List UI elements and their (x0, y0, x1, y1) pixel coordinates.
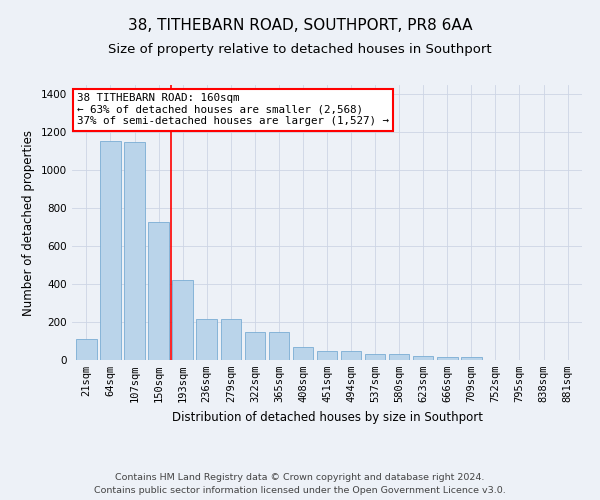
Bar (269, 332, 289, 360)
Text: Size of property relative to detached houses in Southport: Size of property relative to detached ho… (108, 42, 492, 56)
Bar (172, 280, 193, 360)
X-axis label: Distribution of detached houses by size in Southport: Distribution of detached houses by size … (172, 410, 482, 424)
Text: 38, TITHEBARN ROAD, SOUTHPORT, PR8 6AA: 38, TITHEBARN ROAD, SOUTHPORT, PR8 6AA (128, 18, 472, 32)
Bar (221, 319, 241, 360)
Bar (317, 351, 337, 360)
Bar (124, 142, 145, 360)
Bar (100, 141, 121, 360)
Bar (365, 354, 385, 360)
Bar (413, 356, 433, 360)
Bar (148, 222, 169, 360)
Text: 38 TITHEBARN ROAD: 160sqm
← 63% of detached houses are smaller (2,568)
37% of se: 38 TITHEBARN ROAD: 160sqm ← 63% of detac… (77, 93, 389, 126)
Bar (76, 339, 97, 360)
Bar (389, 354, 409, 360)
Bar (196, 319, 217, 360)
Bar (245, 332, 265, 360)
Bar (341, 350, 361, 360)
Y-axis label: Number of detached properties: Number of detached properties (22, 130, 35, 316)
Bar (437, 356, 458, 360)
Bar (293, 346, 313, 360)
Bar (461, 357, 482, 360)
Text: Contains HM Land Registry data © Crown copyright and database right 2024.
Contai: Contains HM Land Registry data © Crown c… (94, 474, 506, 495)
